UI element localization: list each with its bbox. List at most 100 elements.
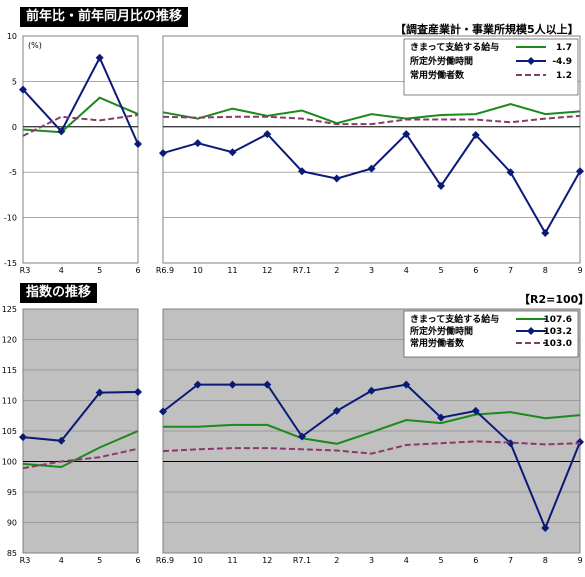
chart2-y-tick: 100 [2,458,17,467]
chart2-legend-value: 107.6 [544,315,572,325]
chart1-monthly-x-tick: 3 [369,266,374,275]
chart1-legend-value: 1.2 [556,71,572,81]
chart1-monthly-point [576,167,584,176]
chart2-monthly-point [402,380,411,389]
chart2-monthly-x-tick: 2 [334,556,339,565]
chart2-monthly-x-tick: 6 [473,556,478,565]
chart2-monthly-point [193,380,202,389]
chart1-y-tick: -10 [4,214,17,223]
chart2-monthly-point [506,439,515,448]
chart1-monthly-point [263,130,272,139]
chart2-monthly-point [159,407,167,416]
chart1-annual-x-tick: 6 [135,266,140,275]
chart2-monthly-point [332,406,341,415]
chart2-annual-point [95,388,104,397]
chart1-annual-x-tick: R3 [20,266,31,275]
chart2-monthly-x-tick: 5 [438,556,443,565]
chart2-monthly-point [437,413,445,422]
chart1-monthly-x-tick: 4 [404,266,409,275]
chart1-annual-series-line-2 [22,114,139,137]
chart2-monthly-x-tick: 3 [369,556,374,565]
chart2-monthly-point [471,406,480,415]
chart1-annual-x-tick: 5 [97,266,102,275]
chart2-monthly-series-line-2 [162,440,581,455]
chart1-y-tick: 10 [7,32,17,41]
chart1-unit-label: (%) [28,41,42,50]
chart2-monthly-x-tick: 10 [193,556,203,565]
chart1-monthly-x-tick: 6 [473,266,478,275]
chart2-monthly-point [298,432,306,441]
chart2-y-tick: 95 [7,488,17,497]
chart2-annual-point [134,387,142,396]
chart1-note: 【調査産業計・事業所規模5人以上】 [395,23,579,36]
chart2-monthly-x-tick: 8 [543,556,548,565]
chart2-legend-box [403,310,579,358]
chart1-legend-value: -4.9 [552,57,572,67]
chart2-annual-series-line-1 [22,391,139,442]
chart1-monthly-point [402,130,411,139]
chart2-annual-point [19,433,27,442]
chart2-monthly-point [263,380,272,389]
chart1-monthly-point [506,168,515,177]
chart1-monthly-x-tick: 12 [262,266,272,275]
chart1-monthly-x-tick: 2 [334,266,339,275]
chart1-monthly-series-line-2 [162,114,581,126]
chart2-annual-x-tick: 4 [59,556,64,565]
chart2-monthly-x-tick: 12 [262,556,272,565]
chart1-monthly-point [541,229,550,238]
chart2-y-tick: 85 [7,549,17,558]
chart1-annual-point [134,140,142,149]
chart1-monthly-x-tick: R6.9 [156,266,174,275]
chart1-y-tick: 5 [12,77,17,86]
chart1-legend-marker [527,57,535,65]
chart2-note: 【R2=100】 [519,293,585,306]
chart2-legend-label: 所定外労働時間 [410,325,473,337]
chart1-monthly-series-line-0 [162,103,581,125]
chart2-monthly-series-line-0 [163,411,581,445]
chart2-annual-x-tick: R3 [20,556,31,565]
chart2-monthly-x-tick: 7 [508,556,513,565]
chart2-title: 指数の推移 [20,283,98,303]
chart2-monthly-x-tick: R7.1 [293,556,311,565]
chart1-monthly-x-tick: 10 [193,266,203,275]
chart1-annual-series-line-1 [22,55,139,145]
chart1-monthly-x-tick: 8 [543,266,548,275]
chart2-monthly-x-tick: 9 [577,556,582,565]
chart1-monthly-point [298,167,306,176]
chart1-y-tick: -15 [4,259,17,268]
chart1-monthly-point [437,181,445,190]
chart1-monthly-x-tick: 7 [508,266,513,275]
chart2-legend-value: 103.0 [544,339,572,349]
chart2-legend-label: きまって支給する給与 [410,313,499,325]
chart1-annual-plot-area [22,35,139,264]
chart1-monthly-point [193,139,202,148]
chart1-legend-value: 1.7 [556,43,572,53]
chart1-annual-series-line-0 [22,96,139,134]
chart2-monthly-point [228,380,237,389]
chart2-legend-label: 常用労働者数 [410,337,465,349]
chart1-annual-point [95,53,104,62]
chart1-monthly-point [367,164,376,173]
chart1-monthly-point [332,174,341,183]
chart1-annual-x-tick: 4 [59,266,64,275]
chart2-monthly-x-tick: 4 [404,556,409,565]
chart2-annual-series-line-2 [22,447,139,470]
chart1-legend-box [403,38,579,96]
chart2-y-tick: 105 [2,427,17,436]
chart2-annual-x-tick: 6 [135,556,140,565]
chart1-monthly-x-tick: 9 [577,266,582,275]
chart2-legend-marker [527,327,535,335]
chart2-y-tick: 110 [2,397,17,406]
chart2-y-tick: 115 [2,366,17,375]
chart1-monthly-x-tick: 5 [438,266,443,275]
chart1-monthly-x-tick: 11 [227,266,237,275]
chart2-y-tick: 125 [2,305,17,314]
chart1-monthly-x-tick: R7.1 [293,266,311,275]
chart1-annual-point [19,85,27,94]
chart1-monthly-point [228,148,237,157]
chart2-annual-point [57,436,66,445]
chart2-y-tick: 90 [7,519,17,528]
chart2-monthly-x-tick: 11 [227,556,237,565]
chart1-y-tick: 0 [12,123,17,132]
